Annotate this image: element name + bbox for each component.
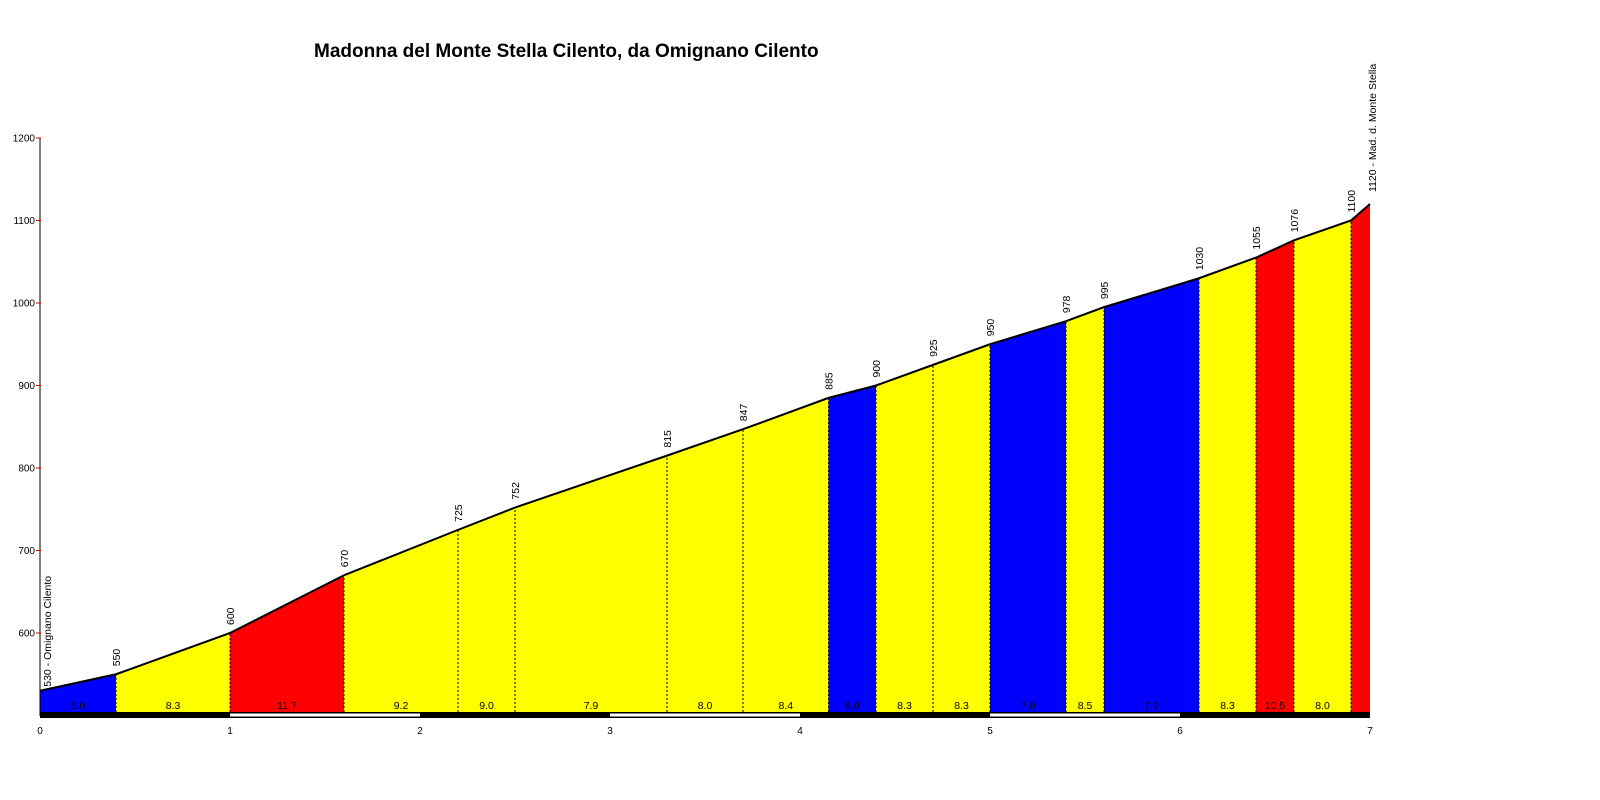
y-tick-label-1200: 1200 bbox=[13, 134, 36, 145]
y-axis: 600 700 800 900 1000 1100 1200 bbox=[13, 134, 41, 716]
gradient-label-16: 10.5 bbox=[1265, 700, 1286, 712]
altitude-label-12: 950 bbox=[985, 319, 997, 337]
gradient-labels: 5.0 8.3 11.7 9.2 9.0 7.9 8.0 8.4 6.0 8.3 8.3 7.0 8.5… bbox=[71, 700, 1330, 712]
segment-6 bbox=[515, 455, 667, 716]
profile-line bbox=[39, 203, 1371, 692]
altitude-label-16: 1055 bbox=[1251, 226, 1263, 250]
x-tick-label-1: 1 bbox=[227, 726, 233, 737]
x-tick-label-7: 7 bbox=[1367, 726, 1373, 737]
x-tick-label-5: 5 bbox=[987, 726, 993, 737]
gradient-label-1: 5.0 bbox=[71, 700, 86, 712]
altitude-label-3: 600 bbox=[225, 607, 237, 625]
gradient-label-2: 8.3 bbox=[166, 700, 181, 712]
altitude-label-2: 550 bbox=[111, 649, 123, 667]
km-bar-inner-5 bbox=[990, 713, 1180, 717]
altitude-label-19: 1120 - Mad. d. Monte Stella bbox=[1367, 64, 1379, 192]
y-tick-label-600: 600 bbox=[18, 629, 35, 640]
km-bar-inner-3 bbox=[610, 713, 800, 717]
altitude-label-10: 900 bbox=[871, 360, 883, 378]
gradient-label-14: 7.0 bbox=[1144, 700, 1159, 712]
segment-5 bbox=[458, 507, 515, 716]
altitude-label-5: 725 bbox=[453, 504, 465, 522]
segment-4 bbox=[344, 529, 458, 716]
segment-2 bbox=[116, 633, 230, 716]
x-axis: 0 1 2 3 4 5 6 7 bbox=[37, 726, 1373, 737]
altitude-label-4: 670 bbox=[339, 550, 351, 568]
km-bar-4 bbox=[800, 712, 990, 718]
y-tick-label-1000: 1000 bbox=[13, 299, 36, 310]
km-bar-inner-1 bbox=[230, 713, 420, 717]
gradient-label-8: 8.4 bbox=[778, 700, 793, 712]
gradient-label-17: 8.0 bbox=[1315, 700, 1330, 712]
altitude-label-1: 530 - Omignano Cilento bbox=[42, 576, 54, 687]
segment-3 bbox=[230, 575, 344, 716]
segment-11 bbox=[933, 344, 990, 716]
segment-14 bbox=[1104, 278, 1199, 716]
gradient-label-13: 8.5 bbox=[1078, 700, 1093, 712]
altitude-label-14: 995 bbox=[1099, 281, 1111, 299]
segment-12 bbox=[990, 321, 1066, 716]
segment-10 bbox=[876, 364, 933, 716]
gradient-label-6: 7.9 bbox=[584, 700, 599, 712]
gradient-label-5: 9.0 bbox=[479, 700, 494, 712]
altitude-label-7: 815 bbox=[662, 430, 674, 448]
segment-17 bbox=[1294, 220, 1351, 716]
altitude-label-15: 1030 bbox=[1194, 247, 1206, 271]
altitude-label-13: 978 bbox=[1061, 295, 1073, 313]
km-bar-2 bbox=[420, 712, 610, 718]
altitude-label-18: 1100 bbox=[1346, 190, 1358, 213]
gradient-label-9: 6.0 bbox=[845, 700, 860, 712]
segment-13 bbox=[1066, 307, 1104, 716]
gradient-segments bbox=[40, 204, 1370, 717]
segment-9 bbox=[828, 385, 876, 716]
y-tick-label-900: 900 bbox=[18, 381, 35, 392]
x-tick-label-4: 4 bbox=[797, 726, 803, 737]
x-tick-label-0: 0 bbox=[37, 726, 43, 737]
chart-title: Madonna del Monte Stella Cilento, da Omi… bbox=[314, 41, 819, 62]
segment-dividers bbox=[115, 220, 1352, 716]
y-tick-label-800: 800 bbox=[18, 464, 35, 475]
altitude-label-8: 847 bbox=[738, 404, 750, 422]
segment-16 bbox=[1256, 240, 1294, 717]
km-scale-bar bbox=[40, 712, 1370, 718]
gradient-label-7: 8.0 bbox=[698, 700, 713, 712]
y-tick-label-1100: 1100 bbox=[13, 216, 35, 227]
x-tick-label-2: 2 bbox=[417, 726, 423, 737]
gradient-label-3: 11.7 bbox=[277, 700, 297, 712]
segment-1 bbox=[40, 674, 116, 716]
altitude-label-9: 885 bbox=[824, 372, 836, 390]
gradient-label-10: 8.3 bbox=[897, 700, 912, 712]
gradient-label-11: 8.3 bbox=[954, 700, 969, 712]
x-tick-label-6: 6 bbox=[1177, 726, 1183, 737]
altitude-label-17: 1076 bbox=[1289, 209, 1301, 233]
x-tick-label-3: 3 bbox=[607, 726, 613, 737]
altitude-label-6: 752 bbox=[510, 482, 522, 500]
gradient-label-15: 8.3 bbox=[1220, 700, 1235, 712]
y-tick-label-700: 700 bbox=[18, 546, 35, 557]
segment-18 bbox=[1351, 204, 1370, 716]
km-bar-0 bbox=[40, 712, 230, 718]
altitude-label-11: 925 bbox=[928, 339, 940, 357]
gradient-label-12: 7.0 bbox=[1021, 700, 1036, 712]
altitude-labels: 530 - Omignano Cilento 550 600 670 725 752 815… bbox=[42, 64, 1379, 687]
gradient-label-4: 9.2 bbox=[394, 700, 409, 712]
segment-7 bbox=[667, 429, 743, 716]
segment-15 bbox=[1199, 257, 1256, 716]
km-bar-6 bbox=[1180, 712, 1370, 718]
segment-8 bbox=[743, 397, 829, 716]
